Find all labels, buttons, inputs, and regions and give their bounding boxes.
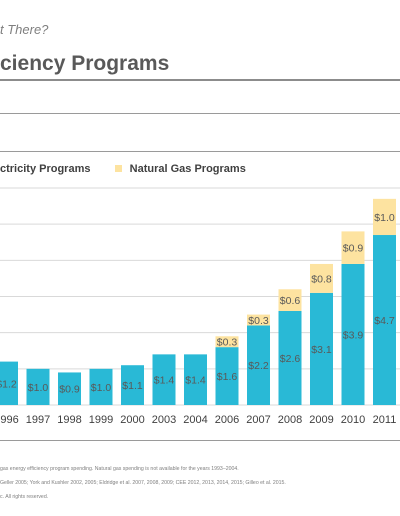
footnote-line-1: gas energy efficiency program spending. … bbox=[0, 466, 239, 472]
x-tick-label: 2010 bbox=[341, 414, 365, 426]
legend: ctricity Programs Natural Gas Programs bbox=[0, 163, 246, 175]
bar-electricity bbox=[215, 347, 239, 405]
data-label-electricity: $1.6 bbox=[217, 371, 238, 383]
bar-electricity bbox=[89, 368, 113, 405]
bar-electricity bbox=[341, 263, 365, 405]
data-label-natural-gas: $0.6 bbox=[280, 295, 301, 307]
stacked-bar-chart: $1.2 1996 $1.0 1997 $0.9 1998 $1.0 1999 $1.1 2000… bbox=[0, 187, 400, 426]
bar-electricity bbox=[184, 354, 207, 405]
data-label-electricity: $1.0 bbox=[28, 382, 49, 394]
data-label-electricity: $1.0 bbox=[91, 382, 112, 394]
bar-electricity bbox=[58, 372, 81, 405]
data-label-electricity: $3.9 bbox=[343, 329, 364, 341]
x-tick-label: 2007 bbox=[246, 414, 270, 426]
bar-electricity bbox=[373, 235, 396, 405]
x-tick-label: 2000 bbox=[120, 414, 144, 426]
data-label-electricity: $2.2 bbox=[248, 360, 269, 372]
data-label-natural-gas: $0.9 bbox=[343, 243, 364, 255]
footnote-line-3: c. All rights reserved. bbox=[0, 494, 49, 500]
legend-item-gas-label: Natural Gas Programs bbox=[129, 163, 246, 175]
bar-electricity bbox=[0, 361, 18, 405]
chart-bottom-border bbox=[0, 440, 400, 441]
x-tick-label: 1999 bbox=[89, 414, 113, 426]
bar-electricity bbox=[121, 365, 144, 405]
data-label-electricity: $4.7 bbox=[374, 315, 395, 327]
bar-natural-gas bbox=[278, 289, 302, 311]
x-tick-label: 2009 bbox=[309, 414, 333, 426]
subtitle: t There? bbox=[0, 22, 49, 37]
legend-swatch-gas bbox=[114, 164, 122, 172]
data-label-electricity: $2.6 bbox=[280, 353, 301, 365]
title-divider bbox=[0, 79, 400, 81]
footnote-line-2: Geller 2005; York and Kushler 2002, 2005… bbox=[0, 480, 286, 486]
data-label-electricity: $0.9 bbox=[59, 384, 80, 396]
chart-top-border bbox=[0, 113, 400, 114]
bar-natural-gas bbox=[341, 231, 365, 264]
data-label-electricity: $3.1 bbox=[311, 344, 332, 356]
data-label-natural-gas: $0.3 bbox=[217, 337, 238, 349]
data-label-electricity: $1.1 bbox=[122, 380, 143, 392]
x-tick-label: 2003 bbox=[152, 414, 176, 426]
data-label-natural-gas: $0.3 bbox=[248, 315, 269, 327]
x-tick-label: 2008 bbox=[278, 414, 302, 426]
x-tick-label: 1998 bbox=[57, 414, 81, 426]
legend-top-border bbox=[0, 151, 400, 152]
bar-electricity bbox=[247, 325, 270, 405]
x-tick-label: 2011 bbox=[373, 414, 397, 426]
x-tick-label: 2006 bbox=[215, 414, 239, 426]
data-label-natural-gas: $1.0 bbox=[374, 212, 395, 224]
data-label-electricity: $1.2 bbox=[0, 378, 17, 390]
data-label-electricity: $1.4 bbox=[154, 375, 175, 387]
x-tick-label: 1996 bbox=[0, 414, 19, 426]
bar-natural-gas bbox=[247, 314, 270, 326]
bar-natural-gas bbox=[215, 336, 239, 348]
bar-electricity bbox=[26, 368, 50, 405]
page-title: ciency Programs bbox=[0, 52, 170, 75]
data-label-natural-gas: $0.8 bbox=[311, 273, 332, 285]
bar-electricity bbox=[152, 354, 176, 405]
bar-natural-gas bbox=[310, 263, 333, 293]
bar-electricity bbox=[310, 292, 333, 405]
x-tick-label: 2004 bbox=[183, 414, 207, 426]
bar-electricity bbox=[278, 310, 302, 405]
bar-natural-gas bbox=[373, 198, 396, 236]
x-tick-label: 1997 bbox=[26, 414, 50, 426]
data-label-electricity: $1.4 bbox=[185, 375, 206, 387]
legend-item-electricity-label: ctricity Programs bbox=[0, 163, 91, 175]
